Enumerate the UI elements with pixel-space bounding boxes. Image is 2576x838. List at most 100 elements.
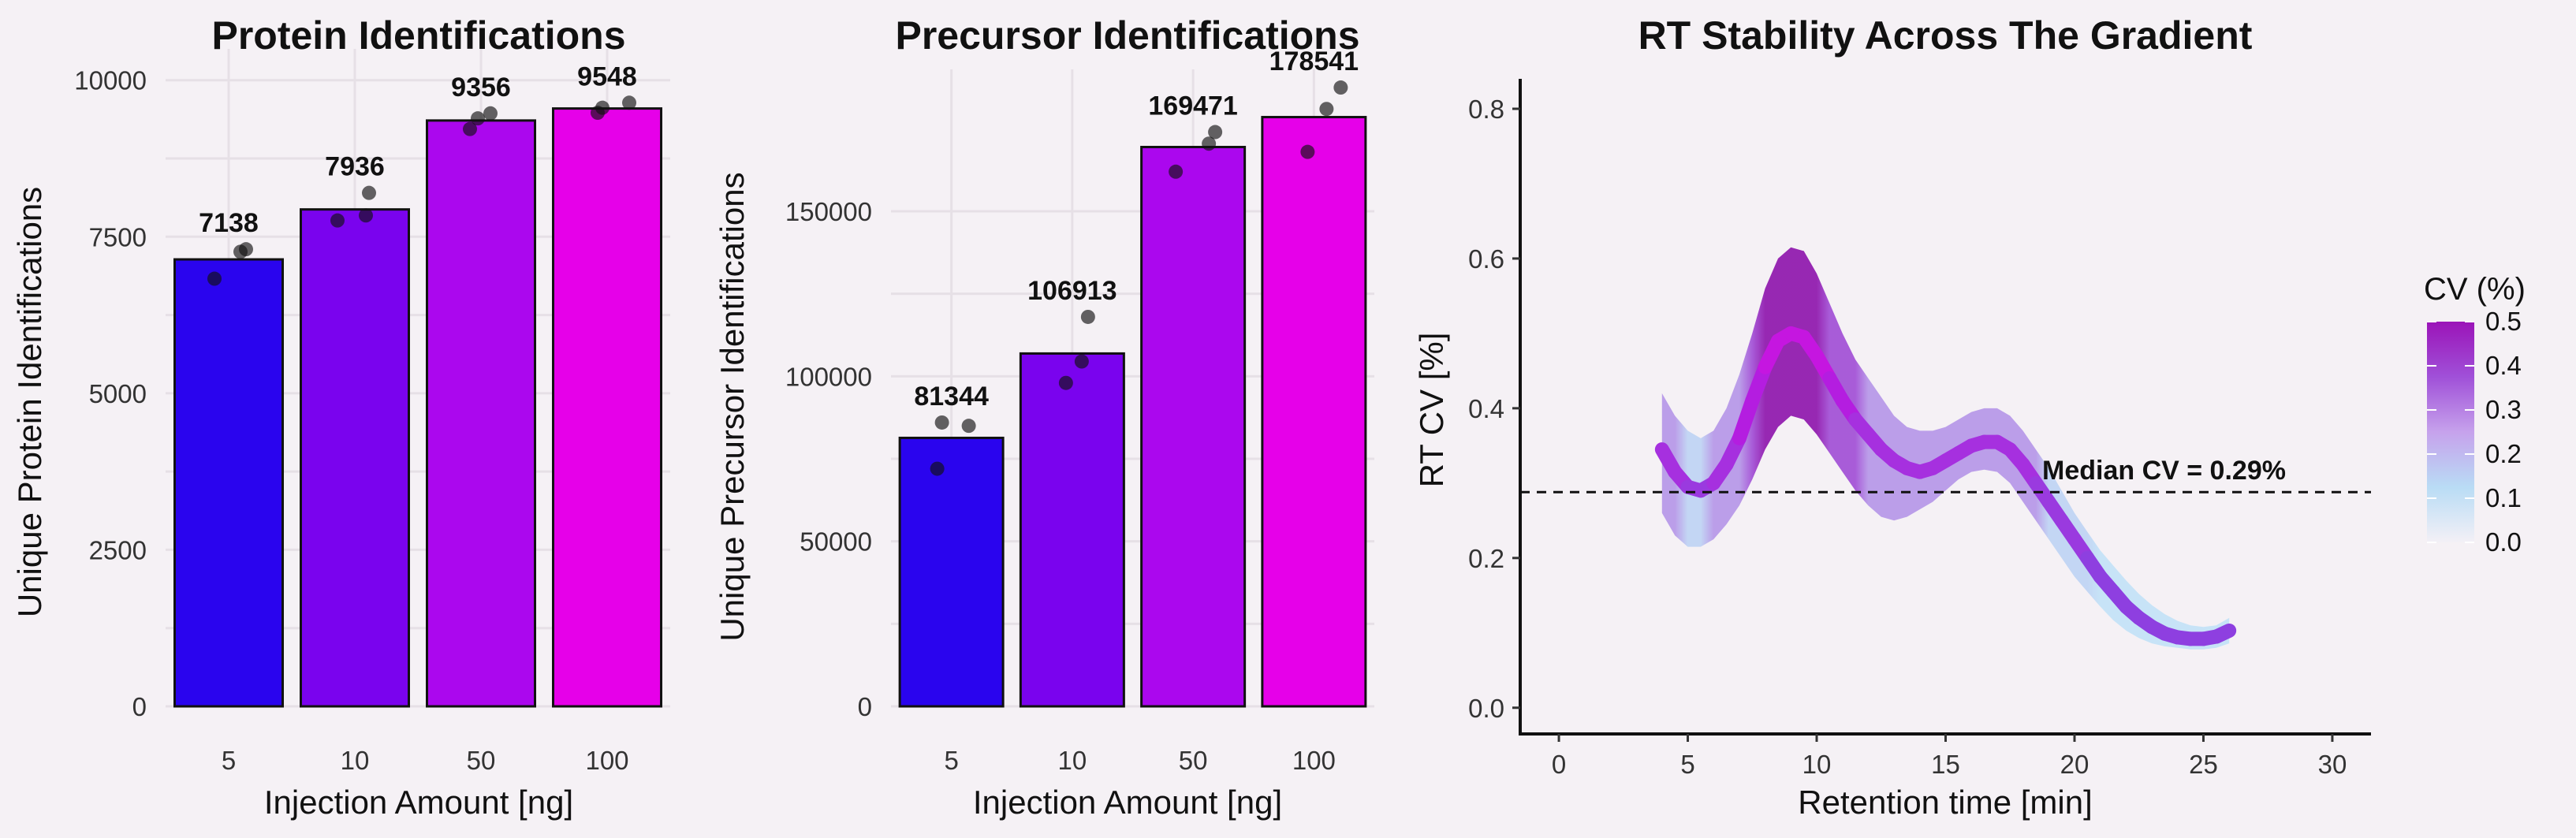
protein-replicate-point bbox=[483, 106, 498, 121]
precursor-replicate-point bbox=[1080, 309, 1095, 324]
protein-replicate-point bbox=[239, 242, 253, 257]
protein-replicate-point bbox=[622, 95, 636, 110]
protein-y-tick-label: 5000 bbox=[89, 379, 147, 408]
protein-replicate-points bbox=[207, 95, 636, 286]
precursor-value-label: 81344 bbox=[914, 382, 989, 412]
precursor-x-tick-labels: 5 10 50 100 bbox=[944, 746, 1335, 775]
protein-replicate-point bbox=[207, 271, 222, 286]
protein-replicate-point bbox=[471, 111, 485, 126]
legend-label: 0.4 bbox=[2485, 351, 2522, 380]
precursor-x-tick-label: 100 bbox=[1292, 746, 1336, 775]
rt-y-tick-label: 0.4 bbox=[1468, 394, 1504, 423]
protein-y-tick-labels: 0 2500 5000 7500 10000 bbox=[74, 66, 147, 721]
protein-bars bbox=[173, 107, 662, 708]
precursor-bar bbox=[898, 436, 1005, 708]
precursor-bar bbox=[1140, 146, 1247, 708]
protein-x-tick-label: 50 bbox=[467, 746, 496, 775]
protein-value-label: 7138 bbox=[199, 208, 259, 238]
precursor-bar bbox=[1019, 352, 1125, 708]
precursor-title: Precursor Identifications bbox=[895, 13, 1359, 58]
rt-cv-line bbox=[1654, 326, 2237, 646]
precursor-y-tick-label: 100000 bbox=[785, 362, 872, 391]
precursor-x-tick-label: 10 bbox=[1058, 746, 1087, 775]
protein-bar bbox=[552, 107, 662, 708]
protein-bar bbox=[173, 258, 284, 708]
protein-y-axis-title: Unique Protein Identifications bbox=[11, 187, 48, 617]
precursor-y-tick-label: 150000 bbox=[785, 197, 872, 226]
precursor-value-label: 106913 bbox=[1027, 276, 1117, 306]
precursor-replicate-point bbox=[1169, 164, 1184, 179]
precursor-replicate-point bbox=[1319, 102, 1334, 117]
precursor-replicate-point bbox=[1300, 144, 1315, 159]
rt-axis-lines bbox=[1519, 79, 2371, 736]
precursor-y-tick-labels: 0 50000 100000 150000 bbox=[785, 197, 872, 721]
legend-label: 0.1 bbox=[2485, 483, 2522, 512]
rt-x-tick-label: 20 bbox=[2060, 750, 2090, 779]
protein-x-axis-title: Injection Amount [ng] bbox=[264, 784, 573, 821]
precursor-y-axis-title: Unique Precursor Identifications bbox=[714, 172, 751, 641]
protein-y-tick-label: 0 bbox=[132, 692, 147, 721]
rt-confidence-band-area bbox=[1661, 247, 2230, 650]
protein-bar bbox=[426, 119, 536, 708]
precursor-value-label: 178541 bbox=[1269, 47, 1359, 76]
median-cv-annotation: Median CV = 0.29% bbox=[2042, 456, 2286, 486]
rt-y-tick-labels: 0.0 0.2 0.4 0.6 0.8 bbox=[1468, 95, 1504, 723]
precursor-bars bbox=[898, 116, 1367, 708]
rt-y-tick-label: 0.8 bbox=[1468, 95, 1504, 124]
protein-value-label: 9548 bbox=[577, 61, 637, 91]
precursor-x-tick-label: 50 bbox=[1179, 746, 1208, 775]
cv-legend: CV (%) 0.5 0.4 0.3 0.2 0.1 0.0 bbox=[2424, 272, 2526, 557]
rt-y-tick-label: 0.2 bbox=[1468, 544, 1504, 573]
protein-replicate-point bbox=[362, 185, 376, 200]
rt-x-axis-title: Retention time [min] bbox=[1798, 784, 2093, 821]
protein-value-label: 7936 bbox=[325, 152, 385, 182]
legend-label: 0.2 bbox=[2485, 439, 2522, 468]
protein-value-label: 9356 bbox=[451, 73, 511, 102]
rt-x-tick-label: 10 bbox=[1802, 750, 1832, 779]
rt-confidence-band bbox=[1661, 247, 2230, 650]
protein-x-tick-label: 100 bbox=[585, 746, 628, 775]
precursor-replicate-point bbox=[934, 415, 949, 430]
rt-axes bbox=[1512, 79, 2371, 742]
precursor-bar bbox=[1261, 116, 1367, 708]
precursor-y-tick-label: 50000 bbox=[800, 527, 872, 557]
rt-x-tick-label: 5 bbox=[1680, 750, 1694, 779]
rt-x-tick-label: 15 bbox=[1931, 750, 1960, 779]
legend-title: CV (%) bbox=[2424, 272, 2526, 307]
legend-labels: 0.5 0.4 0.3 0.2 0.1 0.0 bbox=[2427, 307, 2522, 557]
precursor-value-labels: 81344 106913 169471 178541 bbox=[914, 47, 1359, 412]
protein-x-tick-label: 10 bbox=[341, 746, 370, 775]
rt-x-tick-labels: 0 5 10 15 20 25 30 bbox=[1552, 750, 2347, 779]
protein-y-tick-label: 10000 bbox=[74, 66, 147, 95]
protein-y-tick-label: 2500 bbox=[89, 535, 147, 564]
protein-value-labels: 7138 7936 9356 9548 bbox=[199, 61, 637, 238]
protein-replicate-point bbox=[463, 121, 477, 136]
precursor-replicate-points bbox=[930, 80, 1348, 476]
protein-y-tick-label: 7500 bbox=[89, 222, 147, 251]
precursor-x-tick-label: 5 bbox=[944, 746, 958, 775]
rt-panel: RT Stability Across The Gradient Median … bbox=[1413, 13, 2371, 821]
precursor-replicate-point bbox=[1208, 125, 1223, 140]
protein-bar bbox=[300, 208, 410, 708]
protein-title: Protein Identifications bbox=[211, 13, 625, 58]
rt-title: RT Stability Across The Gradient bbox=[1638, 13, 2253, 58]
legend-label: 0.5 bbox=[2485, 307, 2522, 336]
precursor-panel: Precursor Identifications 81344 106913 169… bbox=[714, 13, 1374, 821]
rt-x-tick-label: 30 bbox=[2318, 750, 2347, 779]
precursor-replicate-point bbox=[961, 419, 976, 434]
protein-x-tick-label: 5 bbox=[222, 746, 236, 775]
rt-y-axis-title: RT CV [%] bbox=[1413, 333, 1450, 488]
precursor-replicate-point bbox=[1202, 136, 1217, 151]
protein-replicate-point bbox=[595, 100, 610, 115]
legend-label: 0.0 bbox=[2485, 527, 2522, 557]
protein-replicate-point bbox=[359, 208, 373, 223]
protein-replicate-point bbox=[330, 213, 345, 228]
rt-y-tick-label: 0.0 bbox=[1468, 694, 1504, 723]
rt-x-tick-label: 0 bbox=[1552, 750, 1566, 779]
protein-x-tick-labels: 5 10 50 100 bbox=[222, 746, 629, 775]
legend-label: 0.3 bbox=[2485, 395, 2522, 424]
precursor-y-tick-label: 0 bbox=[858, 692, 872, 721]
rt-cv-line-segment bbox=[2209, 623, 2237, 644]
protein-panel: Protein Identifications 7138 7936 9356 9548… bbox=[11, 13, 670, 821]
